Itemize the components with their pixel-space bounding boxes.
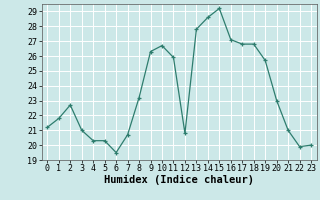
X-axis label: Humidex (Indice chaleur): Humidex (Indice chaleur)	[104, 175, 254, 185]
